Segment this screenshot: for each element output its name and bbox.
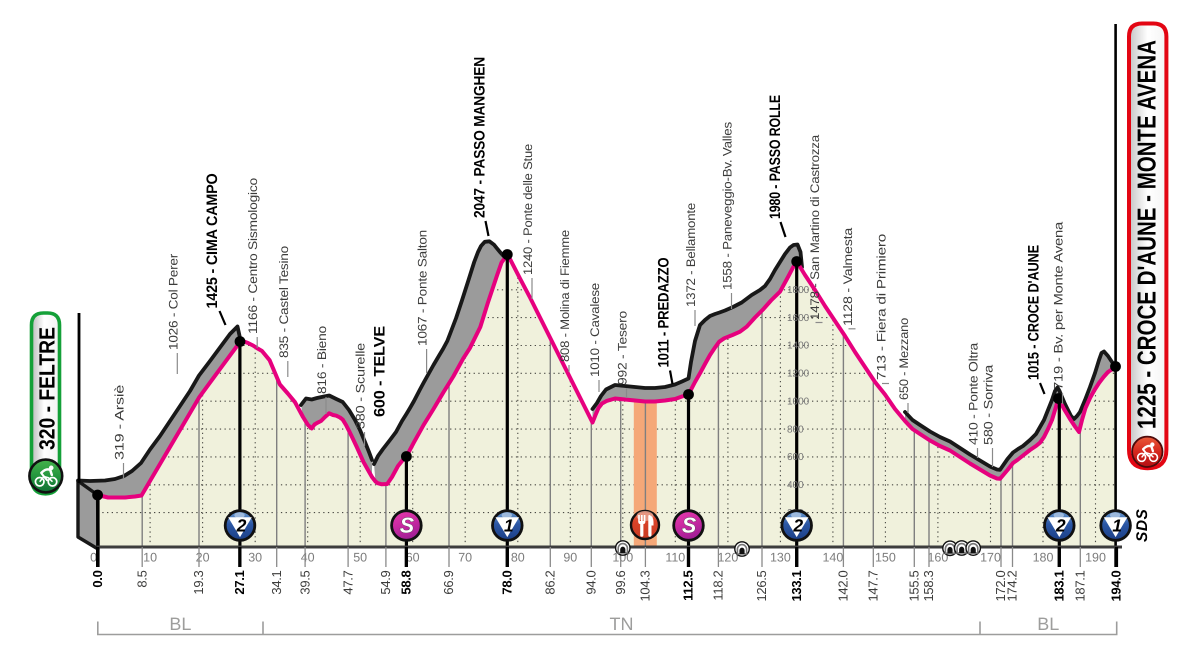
svg-text:1015 - CROCE D'AUNE: 1015 - CROCE D'AUNE — [1026, 245, 1043, 380]
svg-text:2: 2 — [236, 515, 247, 535]
svg-text:1425 - CIMA CAMPO: 1425 - CIMA CAMPO — [204, 173, 221, 308]
svg-text:100: 100 — [612, 551, 633, 565]
svg-text:19.3: 19.3 — [191, 570, 206, 594]
svg-text:94.0: 94.0 — [583, 570, 598, 594]
svg-text:60: 60 — [406, 551, 420, 565]
svg-text:34.1: 34.1 — [269, 570, 284, 594]
svg-text:835 - Castel Tesino: 835 - Castel Tesino — [277, 246, 291, 358]
svg-text:800: 800 — [787, 424, 804, 435]
svg-text:50: 50 — [353, 551, 367, 565]
svg-text:90: 90 — [563, 551, 577, 565]
svg-text:70: 70 — [458, 551, 472, 565]
svg-text:719 - Bv. per Monte Avena: 719 - Bv. per Monte Avena — [1052, 222, 1066, 390]
svg-text:1000: 1000 — [787, 396, 810, 407]
svg-text:319 - Arsiè: 319 - Arsiè — [113, 385, 127, 460]
svg-text:SDS: SDS — [1134, 508, 1151, 542]
svg-text:TN: TN — [610, 614, 634, 634]
svg-text:2: 2 — [1055, 515, 1066, 535]
svg-text:142.0: 142.0 — [836, 570, 851, 601]
svg-text:1128 - Valmesta: 1128 - Valmesta — [841, 228, 855, 326]
svg-text:58.8: 58.8 — [399, 570, 414, 594]
svg-text:600 - TELVE: 600 - TELVE — [372, 326, 389, 417]
svg-text:1372 - Bellamonte: 1372 - Bellamonte — [684, 203, 698, 307]
svg-text:1067 - Ponte Salton: 1067 - Ponte Salton — [416, 230, 430, 346]
svg-text:S: S — [682, 514, 697, 538]
svg-text:110: 110 — [665, 551, 685, 565]
svg-text:1600: 1600 — [787, 313, 810, 324]
svg-text:1478 - San Martino di Castrozz: 1478 - San Martino di Castrozza — [808, 135, 822, 320]
svg-text:190: 190 — [1085, 551, 1106, 565]
svg-text:172.0: 172.0 — [993, 570, 1008, 601]
svg-text:130: 130 — [770, 551, 791, 565]
svg-text:183.1: 183.1 — [1051, 570, 1066, 601]
svg-text:1: 1 — [1112, 515, 1122, 535]
svg-text:174.2: 174.2 — [1005, 570, 1020, 601]
svg-text:1225 - CROCE D'AUNE - MONTE AV: 1225 - CROCE D'AUNE - MONTE AVENA — [1132, 40, 1162, 429]
svg-text:120: 120 — [717, 551, 738, 565]
svg-text:410 - Ponte Oltra: 410 - Ponte Oltra — [967, 343, 981, 445]
svg-text:S: S — [400, 514, 415, 538]
svg-text:40: 40 — [301, 551, 315, 565]
svg-text:713 - Fiera di Primiero: 713 - Fiera di Primiero — [875, 234, 889, 380]
svg-text:187.1: 187.1 — [1072, 570, 1087, 601]
svg-text:39.5: 39.5 — [297, 570, 312, 594]
svg-text:1026 - Col Perer: 1026 - Col Perer — [166, 254, 180, 350]
svg-text:1558 - Paneveggio-Bv. Valles: 1558 - Paneveggio-Bv. Valles — [721, 122, 735, 290]
svg-text:1200: 1200 — [787, 369, 810, 380]
svg-text:2: 2 — [792, 515, 803, 535]
svg-text:1400: 1400 — [787, 341, 810, 352]
svg-text:30: 30 — [248, 551, 262, 565]
svg-text:1980 - PASSO ROLLE: 1980 - PASSO ROLLE — [767, 95, 784, 219]
svg-text:194.0: 194.0 — [1109, 570, 1124, 601]
svg-text:BL: BL — [1037, 614, 1059, 634]
svg-text:8.5: 8.5 — [134, 570, 149, 587]
svg-text:400: 400 — [787, 480, 804, 491]
svg-text:78.0: 78.0 — [499, 570, 514, 594]
svg-text:104.3: 104.3 — [638, 570, 653, 601]
svg-text:133.1: 133.1 — [789, 570, 804, 601]
svg-text:80: 80 — [511, 551, 525, 565]
svg-text:1011 - PREDAZZO: 1011 - PREDAZZO — [656, 257, 673, 367]
svg-text:147.7: 147.7 — [865, 570, 880, 601]
svg-text:47.7: 47.7 — [340, 570, 355, 594]
svg-text:1240 - Ponte delle Stue: 1240 - Ponte delle Stue — [521, 144, 535, 275]
svg-text:20: 20 — [196, 551, 210, 565]
svg-text:54.9: 54.9 — [378, 570, 393, 594]
svg-text:155.5: 155.5 — [906, 570, 921, 601]
svg-text:10: 10 — [143, 551, 157, 565]
svg-text:1166 - Centro Sismologico: 1166 - Centro Sismologico — [246, 178, 260, 334]
svg-text:808 - Molina di Fiemme: 808 - Molina di Fiemme — [558, 230, 572, 362]
svg-text:0: 0 — [90, 551, 97, 565]
svg-text:816 - Bieno: 816 - Bieno — [315, 326, 329, 394]
svg-text:BL: BL — [169, 614, 191, 634]
svg-text:160: 160 — [927, 551, 948, 565]
svg-text:99.6: 99.6 — [613, 570, 628, 594]
svg-text:158.3: 158.3 — [921, 570, 936, 601]
svg-text:320 - FELTRE: 320 - FELTRE — [35, 327, 60, 450]
svg-text:27.1: 27.1 — [232, 570, 247, 594]
svg-text:380 - Scurelle: 380 - Scurelle — [354, 343, 368, 429]
svg-text:150: 150 — [875, 551, 896, 565]
svg-text:992 - Tesero: 992 - Tesero — [616, 311, 630, 385]
svg-text:1010 - Cavalese: 1010 - Cavalese — [588, 283, 602, 377]
svg-text:1800: 1800 — [787, 285, 810, 296]
svg-text:600: 600 — [787, 452, 804, 463]
svg-text:126.5: 126.5 — [754, 570, 769, 601]
svg-text:2047 - PASSO MANGHEN: 2047 - PASSO MANGHEN — [472, 57, 489, 218]
svg-text:0.0: 0.0 — [90, 570, 105, 587]
svg-text:180: 180 — [1033, 551, 1054, 565]
svg-text:112.5: 112.5 — [681, 570, 696, 600]
svg-text:170: 170 — [980, 551, 1001, 565]
svg-text:86.2: 86.2 — [542, 570, 557, 594]
svg-text:66.9: 66.9 — [441, 570, 456, 594]
svg-text:140: 140 — [822, 551, 843, 565]
svg-text:580 - Sorriva: 580 - Sorriva — [982, 365, 996, 445]
svg-text:118.2: 118.2 — [711, 570, 726, 600]
svg-text:650 - Mezzano: 650 - Mezzano — [897, 318, 911, 400]
svg-text:1: 1 — [504, 515, 514, 535]
